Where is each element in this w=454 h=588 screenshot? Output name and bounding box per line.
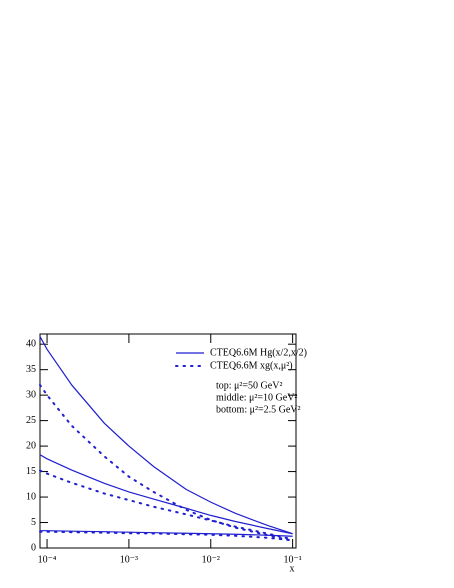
curve — [39, 454, 293, 535]
curve — [39, 336, 293, 535]
y-tick-label: 40 — [26, 338, 36, 349]
annotation: bottom: μ²=2.5 GeV² — [216, 404, 301, 415]
y-tick-label: 20 — [26, 440, 36, 451]
x-tick-label: 10⁻⁴ — [38, 554, 57, 565]
legend-label: CTEQ6.6M Hg(x/2,x/2) — [210, 347, 307, 358]
annotation: middle: μ²=10 GeV² — [216, 392, 297, 403]
y-tick-label: 15 — [26, 466, 36, 477]
x-axis-label: x — [290, 563, 295, 574]
y-tick-label: 25 — [26, 415, 36, 426]
y-tick-label: 0 — [31, 542, 36, 553]
y-tick-label: 35 — [26, 364, 36, 375]
legend-label: CTEQ6.6M xg(x,μ²) — [210, 360, 293, 371]
x-tick-label: 10⁻¹ — [283, 554, 301, 565]
curve — [39, 469, 294, 541]
x-tick-label: 10⁻³ — [120, 554, 138, 565]
y-tick-label: 30 — [26, 389, 36, 400]
plot-frame — [39, 333, 297, 549]
y-tick-label: 10 — [26, 491, 36, 502]
annotation: top: μ²=50 GeV² — [216, 380, 282, 391]
x-tick-label: 10⁻² — [202, 554, 220, 565]
curve — [39, 530, 294, 542]
y-tick-label: 5 — [31, 517, 36, 528]
curve — [39, 383, 294, 542]
